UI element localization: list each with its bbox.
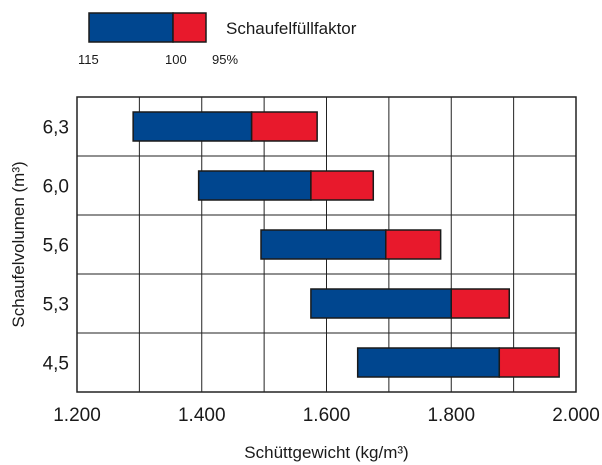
legend-swatch-100-95 (172, 12, 207, 43)
bar-100-95-5-6 (385, 229, 442, 260)
bar-100-95-5-3 (450, 288, 511, 319)
legend-tick-115: 115 (78, 52, 99, 67)
x-tick-label: 2.000 (552, 405, 600, 426)
legend-swatch-115-100 (88, 12, 174, 43)
plot-area (76, 96, 577, 393)
legend: Schaufelfüllfaktor 115 100 95% (78, 12, 357, 67)
y-tick-labels: 6,3 6,0 5,6 5,3 4,5 (43, 118, 69, 375)
bar-115-100-6-0 (197, 170, 312, 201)
y-tick-label: 5,6 (43, 236, 69, 257)
legend-tick-95: 95% (212, 52, 238, 67)
bar-100-95-6-0 (310, 170, 375, 201)
horizontal-gridlines (77, 155, 576, 334)
x-tick-label: 1.600 (303, 405, 351, 426)
plot-frame (76, 96, 577, 393)
bars (132, 111, 560, 378)
x-tick-label: 1.200 (53, 405, 101, 426)
legend-title: Schaufelfüllfaktor (226, 19, 357, 38)
bar-115-100-4-5 (356, 347, 501, 378)
bar-115-100-6-3 (132, 111, 253, 142)
x-tick-label: 1.400 (178, 405, 226, 426)
y-tick-label: 5,3 (43, 295, 69, 316)
x-tick-labels: 1.200 1.400 1.600 1.800 2.000 (53, 405, 600, 426)
x-tick-label: 1.800 (427, 405, 475, 426)
y-axis-title: Schaufelvolumen (m³) (9, 161, 28, 327)
bar-115-100-5-6 (260, 229, 387, 260)
bar-115-100-5-3 (310, 288, 452, 319)
bar-100-95-6-3 (250, 111, 318, 142)
legend-tick-100: 100 (165, 52, 187, 67)
x-axis-title: Schüttgewicht (kg/m³) (244, 443, 408, 462)
y-tick-label: 6,3 (43, 118, 69, 139)
y-tick-label: 6,0 (43, 177, 69, 198)
bar-100-95-4-5 (498, 347, 560, 378)
y-tick-label: 4,5 (43, 354, 69, 375)
